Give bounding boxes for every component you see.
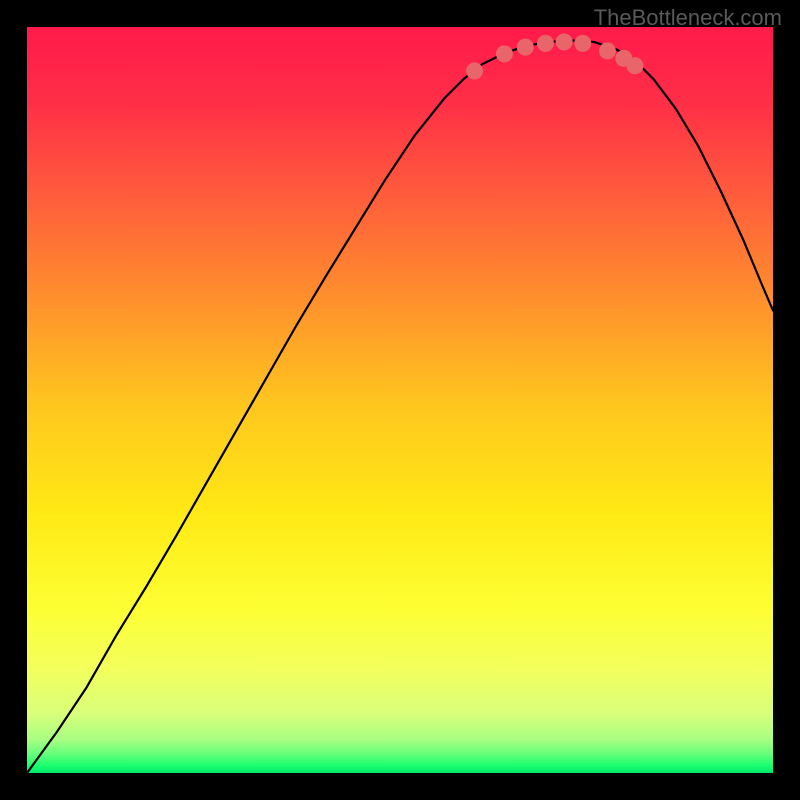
optimal-marker (537, 35, 554, 52)
optimal-marker (517, 39, 534, 56)
optimal-marker (574, 35, 591, 52)
watermark-text: TheBottleneck.com (594, 5, 782, 31)
plot-area (27, 27, 773, 773)
optimal-marker (626, 57, 643, 74)
optimal-range-markers (466, 33, 643, 79)
optimal-marker (496, 45, 513, 62)
optimal-marker (466, 63, 483, 80)
optimal-marker (556, 33, 573, 50)
bottleneck-curve (27, 27, 773, 773)
chart-frame: TheBottleneck.com (0, 0, 800, 800)
optimal-marker (599, 42, 616, 59)
